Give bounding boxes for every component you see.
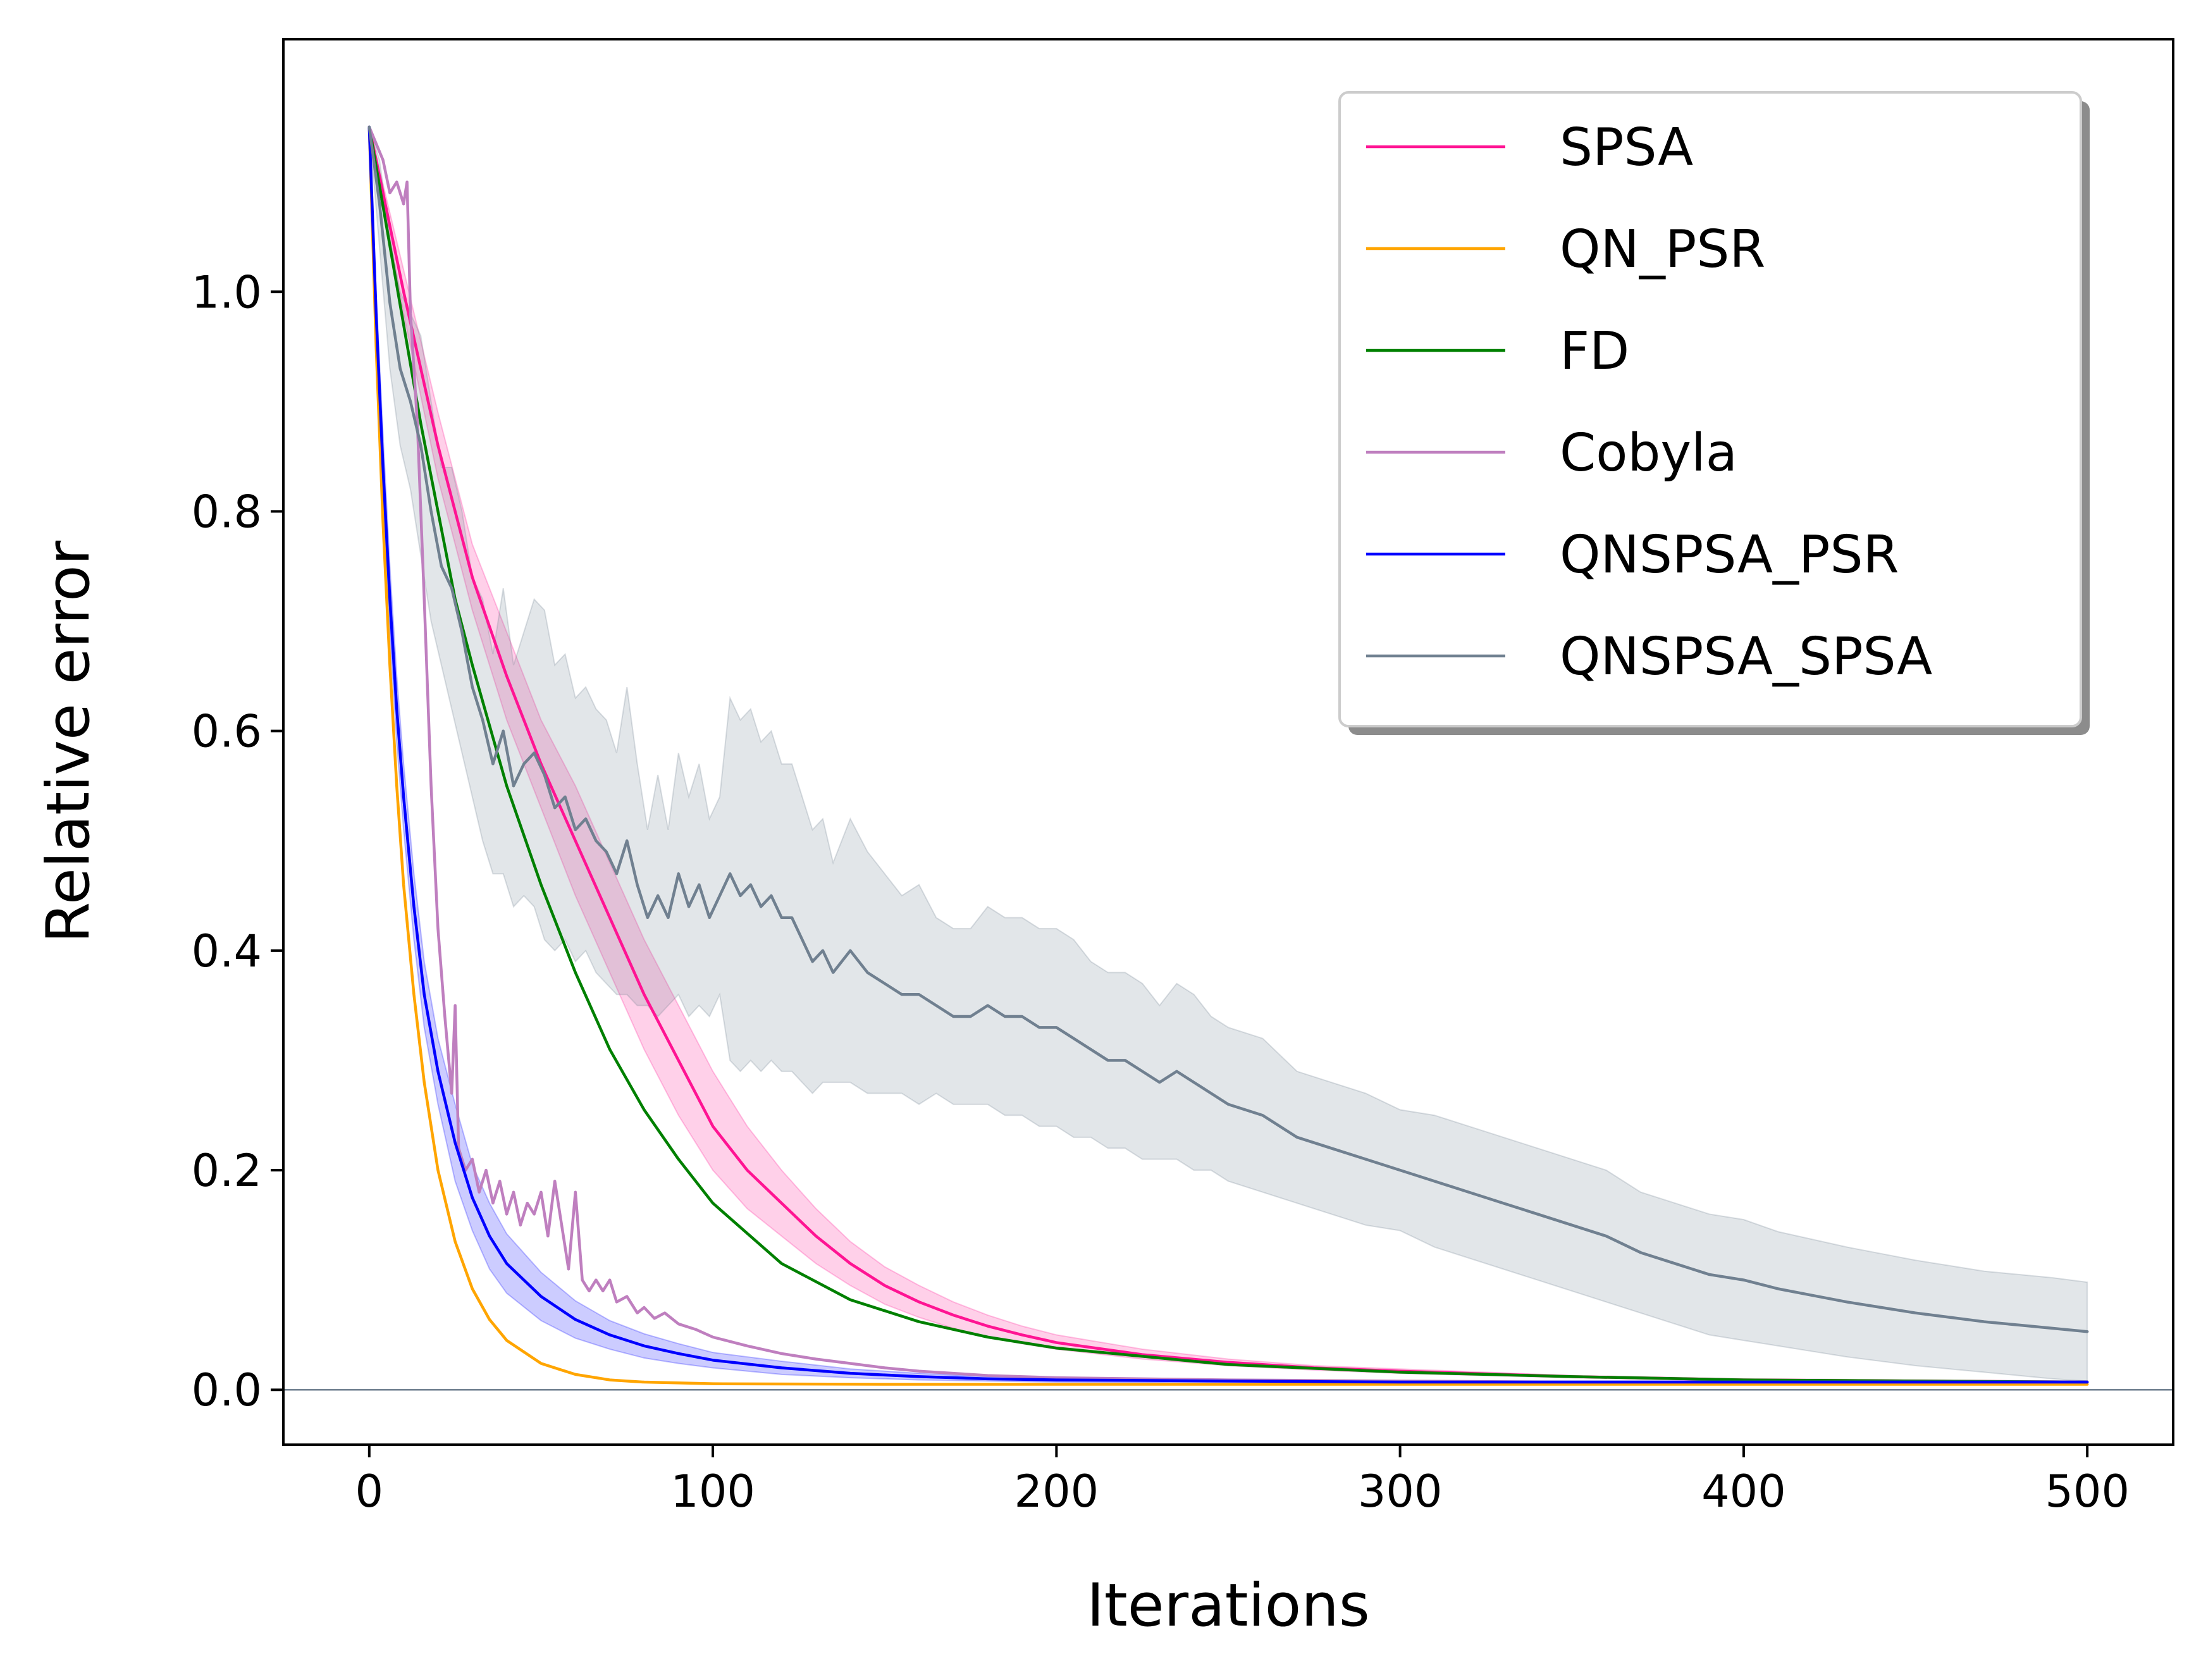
x-axis: 0 100 200 300 400 500	[355, 1445, 2130, 1517]
y-tick-label: 0.2	[192, 1145, 262, 1197]
x-tick-label: 0	[355, 1466, 384, 1517]
legend-label-qnspsa-psr: QNSPSA_PSR	[1560, 525, 1899, 585]
y-axis: 0.0 0.2 0.4 0.6 0.8 1.0	[192, 266, 283, 1416]
legend-label-spsa: SPSA	[1560, 118, 1693, 178]
x-tick-label: 100	[670, 1466, 755, 1517]
x-axis-label: Iterations	[1087, 1571, 1370, 1640]
y-tick-label: 0.8	[192, 486, 262, 538]
x-tick-label: 200	[1014, 1466, 1099, 1517]
legend-label-qn-psr: QN_PSR	[1560, 219, 1765, 280]
series-line-cobyla	[367, 125, 2089, 1384]
plot-area	[283, 125, 2173, 1391]
series-line-fd	[367, 125, 2089, 1384]
x-tick-label: 400	[1701, 1466, 1786, 1517]
y-tick-label: 0.4	[192, 925, 262, 977]
legend-label-qnspsa-spsa: QNSPSA_SPSA	[1560, 627, 1932, 687]
legend-label-cobyla: Cobyla	[1560, 423, 1737, 483]
legend: SPSA QN_PSR FD Cobyla QNSPSA_PSR QNSPSA_SPSA	[1338, 91, 2090, 735]
y-tick-label: 1.0	[192, 266, 262, 318]
x-tick-label: 300	[1358, 1466, 1443, 1517]
plot-frame	[282, 38, 2174, 1446]
y-tick-label: 0.6	[192, 706, 262, 758]
x-tick-label: 500	[2045, 1466, 2130, 1517]
series-line-qnspsa-psr	[367, 125, 2089, 1384]
y-tick-label: 0.0	[192, 1364, 262, 1416]
series-line-qn-psr	[367, 125, 2089, 1386]
y-axis-label: Relative error	[34, 540, 103, 943]
legend-label-fd: FD	[1560, 321, 1629, 381]
legend-box	[1338, 91, 2082, 727]
series-line-qnspsa-spsa	[367, 125, 2089, 1333]
